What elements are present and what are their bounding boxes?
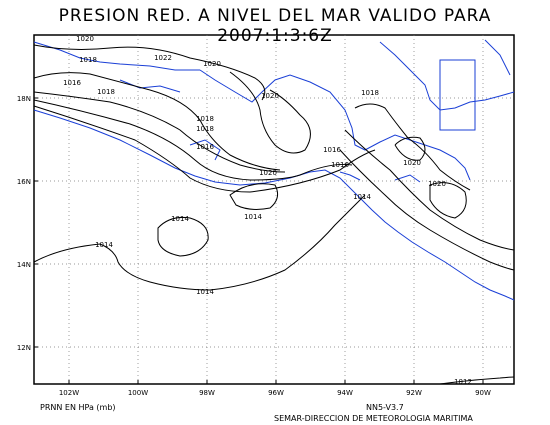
lat-label: 16N bbox=[17, 178, 31, 186]
lon-label: 90W bbox=[475, 389, 491, 397]
isobar-label: 1016 bbox=[331, 161, 349, 169]
lon-label: 102W bbox=[59, 389, 79, 397]
isobar-label: 1014 bbox=[244, 213, 262, 221]
lon-label: 98W bbox=[199, 389, 215, 397]
isobar-label: 1022 bbox=[154, 54, 172, 62]
isobar-label: 1018 bbox=[196, 115, 214, 123]
lon-label: 92W bbox=[406, 389, 422, 397]
isobar-label: 1012 bbox=[454, 378, 472, 386]
isobar-labels: 1020 1018 1022 1020 1016 1018 1020 1018 … bbox=[63, 35, 472, 386]
isobars bbox=[33, 44, 515, 385]
version-label: NN5-V3.7 bbox=[366, 403, 404, 412]
tick-marks bbox=[34, 97, 484, 384]
isobar-label: 1020 bbox=[259, 169, 277, 177]
isobar-label: 1020 bbox=[76, 35, 94, 43]
isobar-label: 1018 bbox=[79, 56, 97, 64]
lat-label: 18N bbox=[17, 95, 31, 103]
isobar-label: 1014 bbox=[171, 215, 189, 223]
isobar-label: 1018 bbox=[97, 88, 115, 96]
lon-label: 94W bbox=[337, 389, 353, 397]
lon-label: 96W bbox=[268, 389, 284, 397]
isobar-label: 1016 bbox=[63, 79, 81, 87]
lat-label: 14N bbox=[17, 261, 31, 269]
isobar-label: 1020 bbox=[261, 92, 279, 100]
isobar-label: 1014 bbox=[95, 241, 113, 249]
longitude-labels: 102W 100W 98W 96W 94W 92W 90W bbox=[59, 389, 491, 397]
units-label: PRNN EN HPa (mb) bbox=[40, 403, 116, 412]
isobar-label: 1020 bbox=[203, 60, 221, 68]
isobar-label: 1014 bbox=[196, 288, 214, 296]
coastline bbox=[33, 39, 515, 301]
isobar-label: 1018 bbox=[196, 125, 214, 133]
isobar-label: 1016 bbox=[196, 143, 214, 151]
lon-label: 100W bbox=[128, 389, 148, 397]
isobar-label: 1020 bbox=[428, 180, 446, 188]
map-frame bbox=[33, 34, 515, 385]
isobar-label: 1016 bbox=[323, 146, 341, 154]
isobar-label: 1018 bbox=[361, 89, 379, 97]
lat-label: 12N bbox=[17, 344, 31, 352]
latitude-labels: 18N 16N 14N 12N bbox=[17, 95, 31, 352]
isobar-label: 1020 bbox=[403, 159, 421, 167]
agency-label: SEMAR-DIRECCION DE METEOROLOGIA MARITIMA bbox=[274, 414, 473, 423]
map-title: PRESION RED. A NIVEL DEL MAR VALIDO PARA… bbox=[58, 6, 492, 46]
isobar-label: 1014 bbox=[353, 193, 371, 201]
